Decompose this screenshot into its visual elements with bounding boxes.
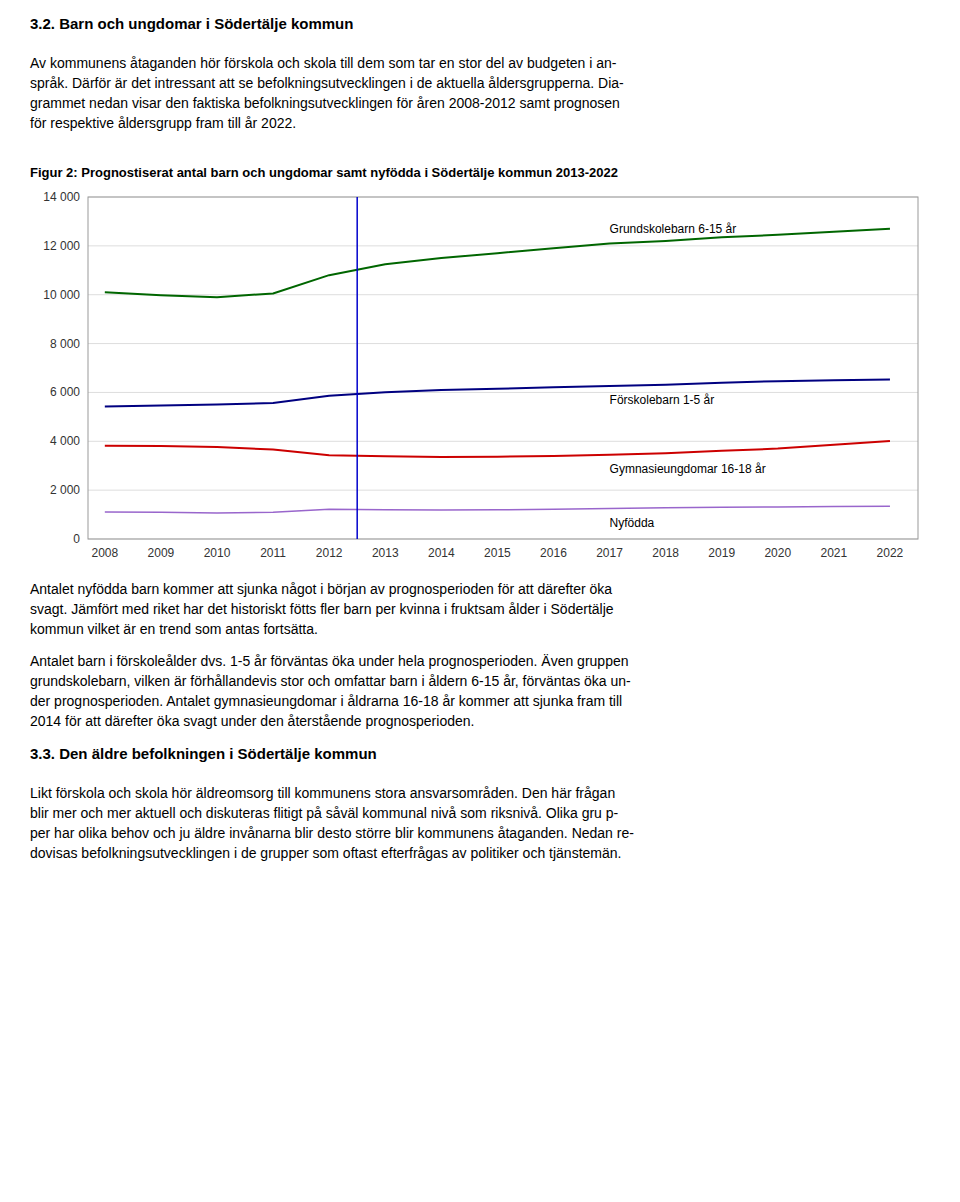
grid-line xyxy=(88,245,918,246)
y-tick-label: 14 000 xyxy=(43,190,80,204)
grid-line xyxy=(88,441,918,442)
paragraph: Av kommunens åtaganden hör förskola och … xyxy=(30,53,930,133)
paragraph: Antalet nyfödda barn kommer att sjunka n… xyxy=(30,579,930,639)
series-line xyxy=(105,379,890,406)
x-tick-label: 2020 xyxy=(764,546,791,560)
paragraph-line: Likt förskola och skola hör äldreomsorg … xyxy=(30,783,930,803)
paragraph-line: för respektive åldersgrupp fram till år … xyxy=(30,113,930,133)
x-tick-label: 2016 xyxy=(540,546,567,560)
plot-frame xyxy=(88,197,918,539)
paragraph-line: grammet nedan visar den faktiska befolkn… xyxy=(30,93,930,113)
grid-line xyxy=(88,294,918,295)
x-tick-label: 2011 xyxy=(260,546,286,560)
chart: 0 2 000 4 000 6 000 8 000 10 000 12 000 14 000 2… xyxy=(30,187,930,567)
paragraph-line: blir mer och mer aktuell och diskuteras … xyxy=(30,803,930,823)
vertical-line xyxy=(356,197,358,539)
x-tick-label: 2021 xyxy=(821,546,848,560)
y-tick-label: 6 000 xyxy=(50,385,80,399)
paragraph-line: 2014 för att därefter öka svagt under de… xyxy=(30,711,930,731)
paragraph-line: per har olika behov och ju äldre invånar… xyxy=(30,823,930,843)
x-tick-label: 2010 xyxy=(204,546,231,560)
paragraph-line: grundskolebarn, vilken är förhållandevis… xyxy=(30,671,930,691)
series-label: Grundskolebarn 6-15 år xyxy=(610,222,737,236)
series-line xyxy=(105,229,890,297)
series-label: Förskolebarn 1-5 år xyxy=(610,393,715,407)
y-tick-label: 10 000 xyxy=(43,288,80,302)
grid-line xyxy=(88,490,918,491)
paragraph-line: dovisas befolkningsutvecklingen i de gru… xyxy=(30,843,930,863)
series-line xyxy=(105,506,890,513)
y-tick-label: 8 000 xyxy=(50,337,80,351)
grid-line xyxy=(88,343,918,344)
plot-marks xyxy=(105,197,890,539)
x-tick-label: 2019 xyxy=(708,546,735,560)
heading: 3.3. Den äldre befolkningen i Södertälje… xyxy=(30,743,930,765)
x-tick-label: 2009 xyxy=(148,546,175,560)
x-tick-label: 2012 xyxy=(316,546,343,560)
paragraph-line: kommun vilket är en trend som antas fort… xyxy=(30,619,930,639)
x-tick-label: 2018 xyxy=(652,546,679,560)
y-tick-label: 2 000 xyxy=(50,483,80,497)
x-tick-label: 2013 xyxy=(372,546,399,560)
y-tick-label: 4 000 xyxy=(50,434,80,448)
series-line xyxy=(105,441,890,457)
series-label: Nyfödda xyxy=(610,516,655,530)
y-tick-label: 12 000 xyxy=(43,239,80,253)
paragraph-line: der prognosperioden. Antalet gymnasieung… xyxy=(30,691,930,711)
paragraph-line: svagt. Jämfört med riket har det histori… xyxy=(30,599,930,619)
grid-line xyxy=(88,392,918,393)
paragraph-line: språk. Därför är det intressant att se b… xyxy=(30,73,930,93)
paragraph: Likt förskola och skola hör äldreomsorg … xyxy=(30,783,930,863)
x-tick-label: 2017 xyxy=(596,546,623,560)
heading: 3.2. Barn och ungdomar i Södertälje komm… xyxy=(30,13,930,35)
x-tick-label: 2008 xyxy=(91,546,118,560)
series-label: Gymnasieungdomar 16-18 år xyxy=(610,462,766,476)
paragraph-line: Antalet barn i förskoleålder dvs. 1-5 år… xyxy=(30,651,930,671)
paragraph-line: Av kommunens åtaganden hör förskola och … xyxy=(30,53,930,73)
paragraph: Antalet barn i förskoleålder dvs. 1-5 år… xyxy=(30,651,930,731)
x-tick-label: 2014 xyxy=(428,546,455,560)
x-tick-label: 2022 xyxy=(877,546,904,560)
paragraph-line: Antalet nyfödda barn kommer att sjunka n… xyxy=(30,579,930,599)
y-tick-label: 0 xyxy=(73,532,80,546)
chart-title: Figur 2: Prognostiserat antal barn och u… xyxy=(30,163,930,183)
x-tick-label: 2015 xyxy=(484,546,511,560)
page: 3.2. Barn och ungdomar i Södertälje komm… xyxy=(0,0,960,863)
